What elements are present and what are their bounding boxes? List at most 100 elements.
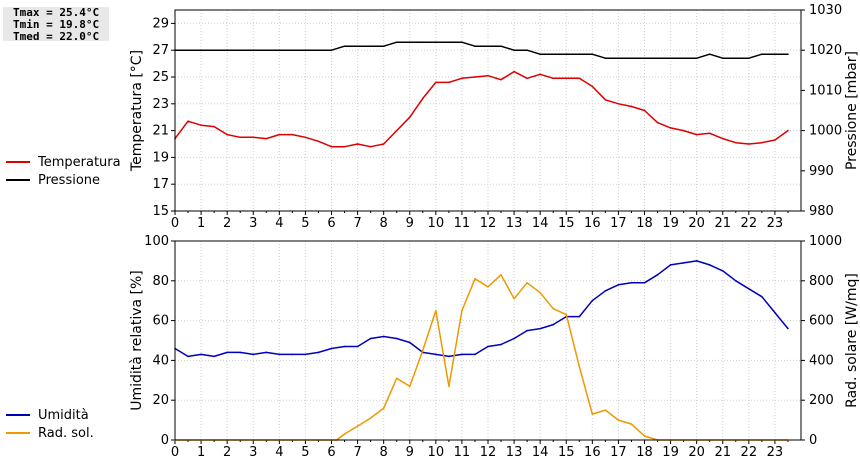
data-point xyxy=(382,45,385,47)
y-axis-title: Temperatura [°C] xyxy=(129,50,145,172)
y2-tick-label: 0 xyxy=(809,433,817,448)
data-point xyxy=(591,299,594,302)
x-tick-label: 11 xyxy=(454,445,471,460)
data-point xyxy=(552,323,555,326)
data-point xyxy=(278,133,281,136)
data-point xyxy=(382,143,385,145)
series-line-umidit- xyxy=(174,260,789,358)
data-point xyxy=(487,285,489,288)
data-point xyxy=(265,351,268,354)
data-point xyxy=(487,74,489,77)
y-tick-label: 100 xyxy=(144,234,169,249)
data-point xyxy=(200,124,202,127)
data-point xyxy=(578,77,581,80)
data-point xyxy=(330,145,333,148)
data-point xyxy=(291,133,294,136)
y2-tick-label: 1030 xyxy=(809,3,842,18)
x-tick-label: 5 xyxy=(301,216,309,231)
x-tick-label: 8 xyxy=(380,216,388,231)
data-point xyxy=(317,140,320,143)
data-point xyxy=(630,281,633,284)
data-point xyxy=(369,45,372,47)
data-point xyxy=(435,309,437,312)
data-point xyxy=(226,133,228,136)
x-tick-label: 21 xyxy=(714,445,731,460)
data-point xyxy=(226,351,228,354)
data-point xyxy=(552,77,555,80)
y-tick-label: 29 xyxy=(152,16,169,31)
data-point xyxy=(721,57,724,60)
data-point xyxy=(630,105,633,108)
x-tick-label: 23 xyxy=(767,445,784,460)
y-tick-label: 15 xyxy=(152,204,169,219)
data-point xyxy=(408,385,411,388)
y2-tick-label: 1000 xyxy=(809,124,842,139)
stats-box: Tmax = 25.4°C Tmin = 19.8°C Tmed = 22.0°… xyxy=(3,6,109,43)
data-point xyxy=(461,77,463,80)
x-tick-label: 4 xyxy=(275,216,283,231)
x-tick-label: 11 xyxy=(454,216,471,231)
series-line-temperatura xyxy=(174,70,789,148)
data-point xyxy=(630,423,633,425)
tmin-stat: Tmin = 19.8°C xyxy=(13,18,100,31)
data-point xyxy=(474,278,476,280)
data-point xyxy=(643,435,646,437)
data-point xyxy=(395,129,398,132)
series-line-rad-sol- xyxy=(175,274,788,441)
tmax-stat: Tmax = 25.4°C xyxy=(13,6,100,19)
data-point xyxy=(304,136,307,139)
data-point xyxy=(539,53,541,56)
data-point xyxy=(487,45,489,47)
data-point xyxy=(774,139,776,141)
x-tick-label: 12 xyxy=(480,216,497,231)
y-tick-label: 27 xyxy=(152,43,169,58)
data-point xyxy=(343,433,346,435)
data-point xyxy=(774,311,776,314)
x-tick-label: 10 xyxy=(428,216,445,231)
x-tick-label: 18 xyxy=(636,216,653,231)
data-point xyxy=(213,125,215,128)
data-point xyxy=(200,49,202,51)
y2-tick-label: 800 xyxy=(809,274,834,289)
data-point xyxy=(695,133,698,136)
data-point xyxy=(539,73,541,76)
data-point xyxy=(500,78,502,81)
x-tick-label: 21 xyxy=(714,216,731,231)
data-point xyxy=(734,141,737,144)
data-point xyxy=(513,297,515,300)
x-tick-label: 20 xyxy=(688,445,705,460)
data-point xyxy=(617,103,620,105)
data-point xyxy=(408,41,411,43)
data-point xyxy=(369,337,372,340)
data-point xyxy=(539,327,541,330)
x-tick-label: 14 xyxy=(532,445,549,460)
data-point xyxy=(656,121,659,124)
y-tick-label: 19 xyxy=(152,150,169,165)
data-point xyxy=(500,45,502,47)
data-point xyxy=(526,77,528,80)
data-point xyxy=(500,274,502,276)
x-tick-label: 6 xyxy=(327,445,335,460)
data-point xyxy=(343,45,346,47)
data-point xyxy=(474,76,476,78)
y2-tick-label: 980 xyxy=(809,204,834,219)
data-point xyxy=(304,353,307,356)
data-point xyxy=(226,49,228,51)
data-point xyxy=(278,49,281,51)
data-point xyxy=(578,53,581,56)
x-tick-label: 17 xyxy=(610,445,627,460)
data-point xyxy=(356,345,359,348)
y-axis-title: Umidità relativa [%] xyxy=(129,270,145,411)
data-point xyxy=(721,270,724,272)
x-tick-label: 7 xyxy=(353,216,361,231)
x-tick-label: 16 xyxy=(584,445,601,460)
data-point xyxy=(448,41,450,43)
y-tick-label: 40 xyxy=(152,353,169,368)
data-point xyxy=(291,353,294,356)
x-tick-label: 14 xyxy=(532,216,549,231)
data-point xyxy=(461,309,463,312)
data-point xyxy=(617,57,620,60)
data-point xyxy=(734,280,737,282)
x-tick-label: 7 xyxy=(353,445,361,460)
data-point xyxy=(761,295,763,298)
